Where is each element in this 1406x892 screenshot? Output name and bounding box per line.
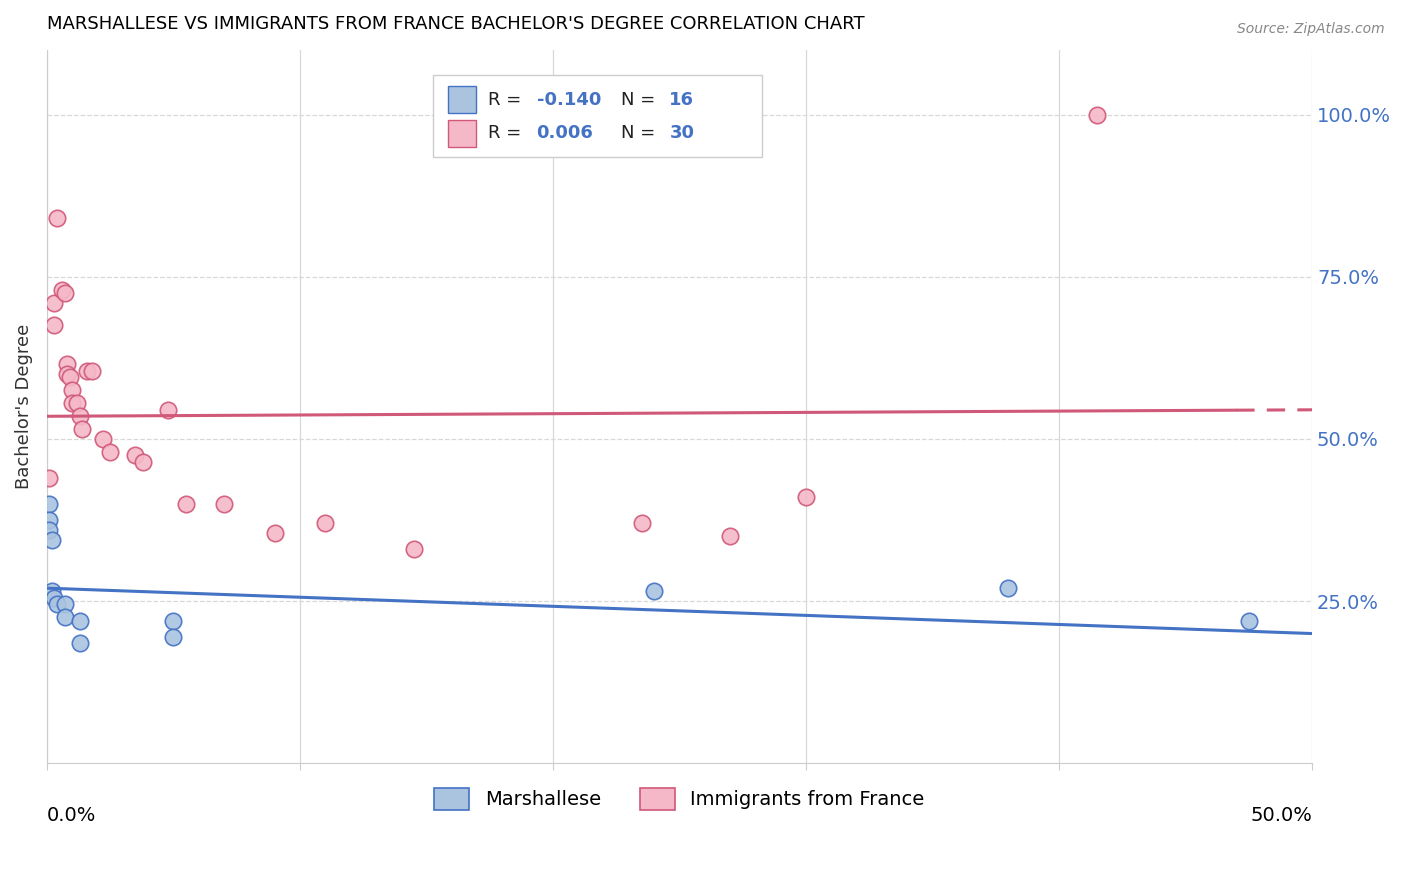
Point bbox=[53, 286, 76, 301]
Text: Source: ZipAtlas.com: Source: ZipAtlas.com bbox=[1237, 22, 1385, 37]
Point bbox=[1085, 108, 1108, 122]
Point bbox=[643, 584, 665, 599]
Point bbox=[997, 581, 1019, 595]
FancyBboxPatch shape bbox=[449, 87, 475, 113]
Point bbox=[53, 598, 76, 612]
Point bbox=[38, 471, 60, 485]
Point bbox=[76, 364, 98, 378]
Point bbox=[60, 396, 83, 410]
Point bbox=[53, 610, 76, 624]
Point bbox=[718, 529, 741, 543]
Point bbox=[51, 283, 73, 297]
Legend: Marshallese, Immigrants from France: Marshallese, Immigrants from France bbox=[426, 780, 932, 818]
Point bbox=[60, 384, 83, 398]
Point bbox=[44, 591, 66, 605]
Point bbox=[263, 526, 285, 541]
Text: 0.0%: 0.0% bbox=[46, 806, 96, 825]
Text: N =: N = bbox=[621, 124, 661, 143]
Text: N =: N = bbox=[621, 91, 661, 109]
Point bbox=[124, 448, 146, 462]
Point bbox=[66, 396, 89, 410]
Point bbox=[69, 636, 91, 650]
Point bbox=[46, 598, 69, 612]
FancyBboxPatch shape bbox=[433, 75, 762, 157]
Point bbox=[38, 497, 60, 511]
Point bbox=[56, 358, 79, 372]
Point bbox=[44, 318, 66, 333]
Point bbox=[72, 422, 94, 436]
Point bbox=[59, 370, 82, 384]
Point bbox=[174, 497, 197, 511]
Point bbox=[69, 614, 91, 628]
Point bbox=[98, 445, 121, 459]
Point bbox=[630, 516, 652, 531]
Text: 0.006: 0.006 bbox=[537, 124, 593, 143]
Point bbox=[38, 523, 60, 537]
Point bbox=[44, 295, 66, 310]
Y-axis label: Bachelor's Degree: Bachelor's Degree bbox=[15, 324, 32, 489]
Point bbox=[46, 211, 69, 226]
Point bbox=[132, 455, 155, 469]
Point bbox=[82, 364, 104, 378]
Point bbox=[91, 432, 114, 446]
Text: 30: 30 bbox=[669, 124, 695, 143]
Point bbox=[1237, 614, 1260, 628]
Point bbox=[69, 409, 91, 424]
Point bbox=[162, 630, 184, 644]
Point bbox=[41, 533, 63, 547]
Point bbox=[38, 513, 60, 527]
Point bbox=[157, 402, 180, 417]
Text: R =: R = bbox=[488, 91, 527, 109]
Point bbox=[794, 491, 817, 505]
Point bbox=[41, 584, 63, 599]
Point bbox=[56, 367, 79, 381]
Text: -0.140: -0.140 bbox=[537, 91, 600, 109]
Point bbox=[162, 614, 184, 628]
Point bbox=[402, 542, 425, 557]
Point bbox=[314, 516, 336, 531]
Text: MARSHALLESE VS IMMIGRANTS FROM FRANCE BACHELOR'S DEGREE CORRELATION CHART: MARSHALLESE VS IMMIGRANTS FROM FRANCE BA… bbox=[46, 15, 865, 33]
Text: 50.0%: 50.0% bbox=[1250, 806, 1312, 825]
Text: 16: 16 bbox=[669, 91, 695, 109]
FancyBboxPatch shape bbox=[449, 120, 475, 147]
Text: R =: R = bbox=[488, 124, 527, 143]
Point bbox=[212, 497, 235, 511]
